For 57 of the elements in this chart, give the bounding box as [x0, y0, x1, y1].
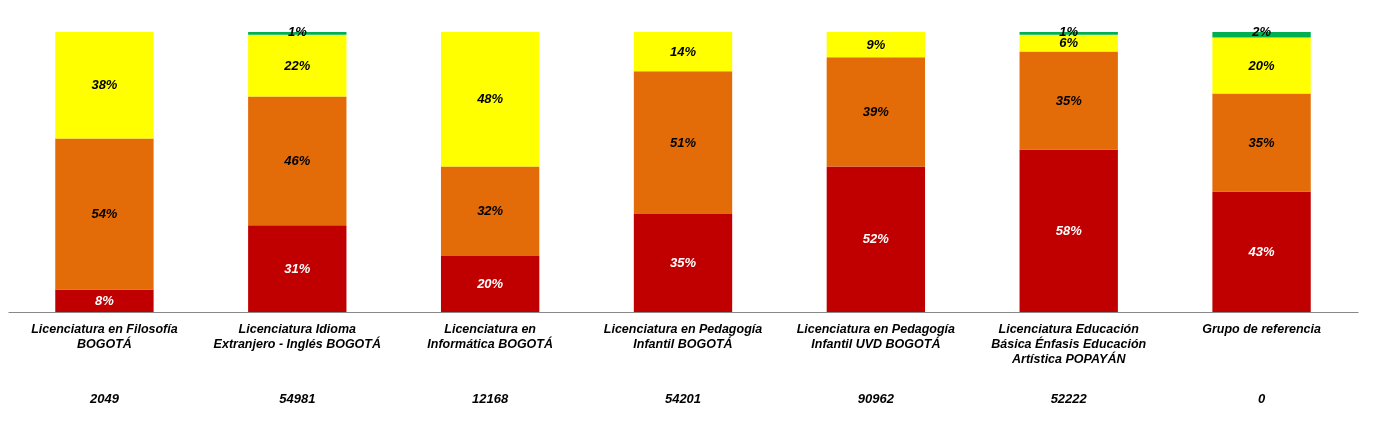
bar: [440, 32, 540, 167]
data-label: 38%: [91, 77, 118, 93]
text: 54981: [279, 391, 316, 406]
text: 2049: [88, 391, 120, 406]
bar: [633, 32, 733, 72]
bar: [1019, 34, 1118, 52]
x-tick-label: Licenciatura Educación Básica Énfasis Educación Artística POPAYÁN: [991, 321, 1147, 366]
bar: [826, 32, 926, 58]
text: 0: [1257, 391, 1266, 406]
data-label: 2%: [1251, 24, 1272, 39]
data-label: 22%: [283, 57, 311, 73]
bar: [55, 32, 154, 139]
data-label: 54%: [91, 206, 118, 221]
bar: [826, 166, 926, 312]
data-label: 35%: [1055, 92, 1083, 108]
data-label: 20%: [1247, 57, 1276, 73]
data-label: 31%: [284, 260, 311, 276]
bar: [55, 289, 154, 312]
data-label: 32%: [477, 203, 504, 219]
x-tick-label: Licenciatura en Informática BOGOTÁ: [427, 321, 553, 351]
x-tick-label: Licenciatura Idioma Extranjero - Inglés BOGOTÁ: [213, 321, 381, 351]
data-label: 35%: [669, 255, 697, 270]
data-label: 20%: [476, 276, 504, 291]
bar: [1019, 149, 1118, 312]
data-label: 58%: [1055, 222, 1083, 238]
bar: [248, 34, 347, 97]
text: 52222: [1050, 391, 1088, 406]
bar: [440, 166, 540, 256]
bar: [633, 214, 733, 312]
data-label: 39%: [862, 103, 890, 119]
bar: [1212, 191, 1311, 312]
x-tick-label: Grupo de referencia: [1202, 321, 1322, 336]
data-label: 35%: [1248, 134, 1276, 150]
bar: [1212, 93, 1311, 192]
bar: [1019, 51, 1118, 150]
bar: [1212, 37, 1311, 94]
bar: [826, 57, 926, 167]
data-label: 14%: [669, 43, 697, 59]
data-label: 48%: [476, 91, 504, 107]
x-tick-label: Licenciatura en Pedagogía Infantil UVD BOGOTÁ: [796, 321, 956, 351]
bar: [248, 96, 347, 226]
data-label: 52%: [862, 231, 890, 247]
data-label: 9%: [866, 36, 886, 52]
data-label: 8%: [95, 292, 115, 308]
text: 54201: [664, 391, 702, 406]
bar: [55, 138, 154, 290]
text: 90962: [857, 391, 895, 406]
bar: [440, 256, 540, 312]
x-tick-label: Licenciatura en Pedagogía Infantil BOGOTÁ: [603, 321, 763, 351]
bar: [248, 225, 347, 312]
data-label: 43%: [1247, 243, 1276, 259]
text: 12168: [472, 391, 509, 406]
data-label: 1%: [287, 24, 308, 39]
data-label: 46%: [283, 152, 311, 168]
bar: [633, 71, 733, 214]
data-label: 51%: [669, 134, 697, 150]
x-tick-label: Licenciatura en Filosofía BOGOTÁ: [31, 321, 178, 351]
